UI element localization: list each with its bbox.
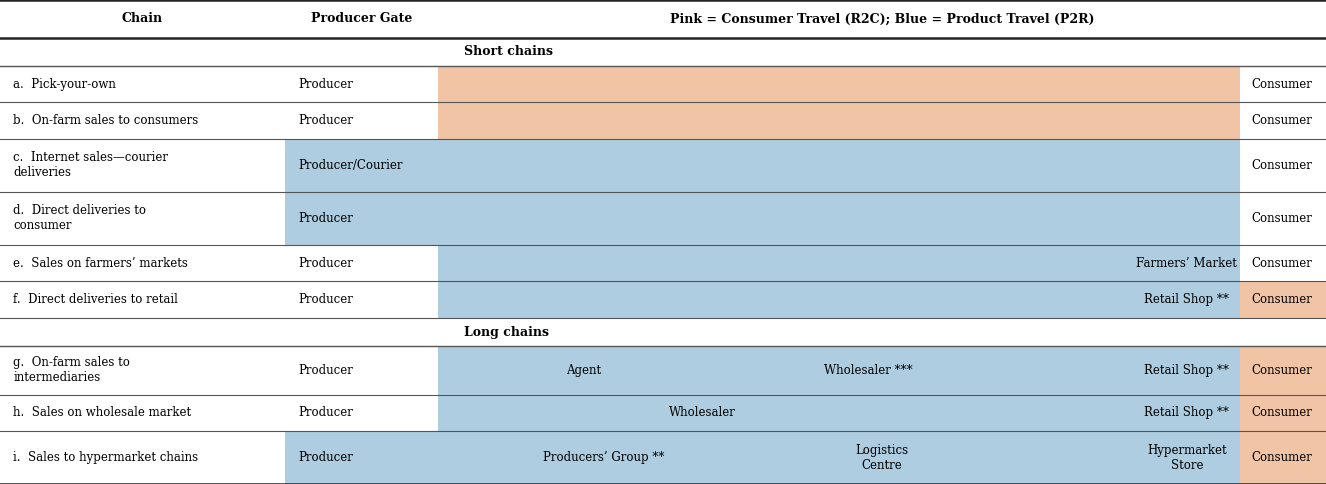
Bar [285, 139, 438, 192]
Text: b.  On-farm sales to consumers: b. On-farm sales to consumers [13, 114, 199, 127]
Bar [438, 66, 1240, 103]
Bar [285, 192, 438, 245]
Text: Agent: Agent [566, 364, 601, 377]
Bar [1240, 431, 1326, 484]
Bar [285, 245, 438, 281]
Bar [1240, 66, 1326, 103]
Text: Consumer: Consumer [1252, 257, 1313, 270]
Text: Consumer: Consumer [1252, 212, 1313, 225]
Bar [438, 281, 975, 318]
Text: Producer: Producer [298, 212, 353, 225]
Text: Producer: Producer [298, 451, 353, 464]
Text: Consumer: Consumer [1252, 364, 1313, 377]
Text: Logistics
Centre: Logistics Centre [855, 444, 908, 471]
Bar [285, 394, 438, 431]
Text: Producer: Producer [298, 77, 353, 91]
Text: i.  Sales to hypermarket chains: i. Sales to hypermarket chains [13, 451, 199, 464]
Bar [975, 281, 1134, 318]
Bar [1240, 139, 1326, 192]
Text: Consumer: Consumer [1252, 114, 1313, 127]
Text: Farmers’ Market: Farmers’ Market [1136, 257, 1237, 270]
Text: Wholesaler ***: Wholesaler *** [825, 364, 912, 377]
Bar [285, 281, 438, 318]
Bar [1240, 394, 1326, 431]
Bar [1240, 192, 1326, 245]
Bar [438, 139, 1240, 192]
Bar [789, 431, 975, 484]
Text: Short chains: Short chains [464, 45, 553, 58]
Text: Wholesaler: Wholesaler [670, 407, 736, 419]
Bar [1134, 245, 1240, 281]
Text: Retail Shop **: Retail Shop ** [1144, 364, 1229, 377]
Text: Producer: Producer [298, 407, 353, 419]
Bar [1134, 394, 1240, 431]
Text: g.  On-farm sales to
intermediaries: g. On-farm sales to intermediaries [13, 356, 130, 384]
Text: Producer Gate: Producer Gate [310, 13, 412, 25]
Text: a.  Pick-your-own: a. Pick-your-own [13, 77, 117, 91]
Bar [1240, 245, 1326, 281]
Text: Producer: Producer [298, 257, 353, 270]
Bar [285, 346, 438, 394]
Bar [1240, 346, 1326, 394]
Text: Long chains: Long chains [464, 326, 549, 338]
Text: Consumer: Consumer [1252, 451, 1313, 464]
Text: Consumer: Consumer [1252, 159, 1313, 172]
Text: Hypermarket
Store: Hypermarket Store [1147, 444, 1227, 471]
Text: f.  Direct deliveries to retail: f. Direct deliveries to retail [13, 293, 178, 306]
Bar [438, 346, 789, 394]
Bar [789, 346, 975, 394]
Bar [285, 103, 438, 139]
Text: Producer: Producer [298, 293, 353, 306]
Text: Producers’ Group **: Producers’ Group ** [542, 451, 664, 464]
Bar [1134, 346, 1240, 394]
Text: Producer/Courier: Producer/Courier [298, 159, 403, 172]
Text: d.  Direct deliveries to
consumer: d. Direct deliveries to consumer [13, 204, 146, 232]
Bar [975, 245, 1134, 281]
Bar [438, 192, 1240, 245]
Bar [975, 394, 1134, 431]
Text: Consumer: Consumer [1252, 293, 1313, 306]
Bar [975, 346, 1134, 394]
Text: h.  Sales on wholesale market: h. Sales on wholesale market [13, 407, 191, 419]
Bar [285, 431, 438, 484]
Bar [438, 103, 1240, 139]
Text: e.  Sales on farmers’ markets: e. Sales on farmers’ markets [13, 257, 188, 270]
Text: Consumer: Consumer [1252, 407, 1313, 419]
Bar [1134, 431, 1240, 484]
Bar [1134, 281, 1240, 318]
Text: c.  Internet sales—courier
deliveries: c. Internet sales—courier deliveries [13, 151, 168, 180]
Text: Producer: Producer [298, 364, 353, 377]
Bar [285, 66, 438, 103]
Bar [1240, 103, 1326, 139]
Text: Pink = Consumer Travel (R2C); Blue = Product Travel (P2R): Pink = Consumer Travel (R2C); Blue = Pro… [670, 13, 1094, 25]
Bar [438, 394, 975, 431]
Text: Retail Shop **: Retail Shop ** [1144, 293, 1229, 306]
Text: Consumer: Consumer [1252, 77, 1313, 91]
Bar [438, 431, 789, 484]
Bar [975, 431, 1134, 484]
Bar [1240, 281, 1326, 318]
Text: Retail Shop **: Retail Shop ** [1144, 407, 1229, 419]
Bar [438, 245, 975, 281]
Text: Chain: Chain [122, 13, 163, 25]
Text: Producer: Producer [298, 114, 353, 127]
